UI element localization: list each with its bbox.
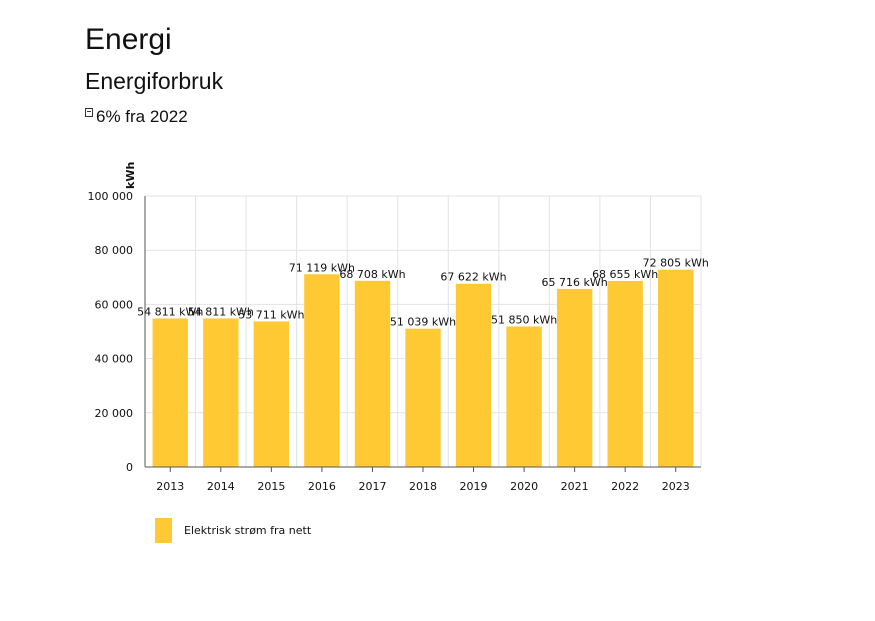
x-tick-label: 2013: [156, 480, 184, 493]
x-tick-label: 2015: [257, 480, 285, 493]
data-label: 68 655 kWh: [592, 268, 658, 281]
legend-swatch: [155, 518, 172, 543]
bar: [455, 283, 492, 467]
legend-label: Elektrisk strøm fra nett: [184, 524, 312, 537]
x-tick-label: 2023: [662, 480, 690, 493]
y-tick-label: 40 000: [95, 353, 134, 366]
missing-image-icon: [85, 108, 93, 117]
y-axis-title: kWh: [124, 162, 137, 189]
change-indicator: 6% fra 2022: [85, 106, 188, 128]
data-label: 51 039 kWh: [390, 316, 456, 329]
x-tick-label: 2020: [510, 480, 538, 493]
x-tick-label: 2021: [561, 480, 589, 493]
data-label: 54 811 kWh: [188, 305, 254, 318]
data-label: 72 805 kWh: [643, 257, 709, 270]
bar: [556, 288, 593, 467]
data-label: 53 711 kWh: [238, 308, 304, 321]
x-tick-label: 2014: [207, 480, 235, 493]
bar: [203, 318, 239, 467]
change-text: 6% fra 2022: [96, 107, 188, 126]
x-tick-label: 2018: [409, 480, 437, 493]
y-tick-label: 100 000: [88, 190, 134, 203]
y-tick-label: 20 000: [95, 407, 134, 420]
legend: Elektrisk strøm fra nett: [155, 518, 311, 543]
y-tick-label: 80 000: [95, 244, 134, 257]
bar: [304, 274, 340, 467]
x-tick-label: 2022: [611, 480, 639, 493]
data-label: 65 716 kWh: [542, 276, 608, 289]
page-title: Energi: [85, 23, 172, 56]
data-label: 67 622 kWh: [440, 271, 506, 284]
x-tick-label: 2017: [358, 480, 386, 493]
data-label: 51 850 kWh: [491, 313, 557, 326]
bar: [607, 280, 643, 467]
y-tick-label: 60 000: [95, 298, 134, 311]
x-tick-label: 2019: [460, 480, 488, 493]
bar: [253, 321, 290, 467]
data-label: 68 708 kWh: [339, 268, 405, 281]
bar: [152, 318, 188, 467]
y-tick-label: 0: [126, 461, 133, 474]
data-label: 71 119 kWh: [289, 261, 355, 274]
bar: [658, 269, 694, 467]
bar: [354, 280, 391, 467]
data-label: 54 811 kWh: [137, 305, 203, 318]
x-tick-label: 2016: [308, 480, 336, 493]
bar: [405, 328, 441, 467]
section-subtitle: Energiforbruk: [85, 68, 224, 94]
bar: [506, 326, 542, 467]
